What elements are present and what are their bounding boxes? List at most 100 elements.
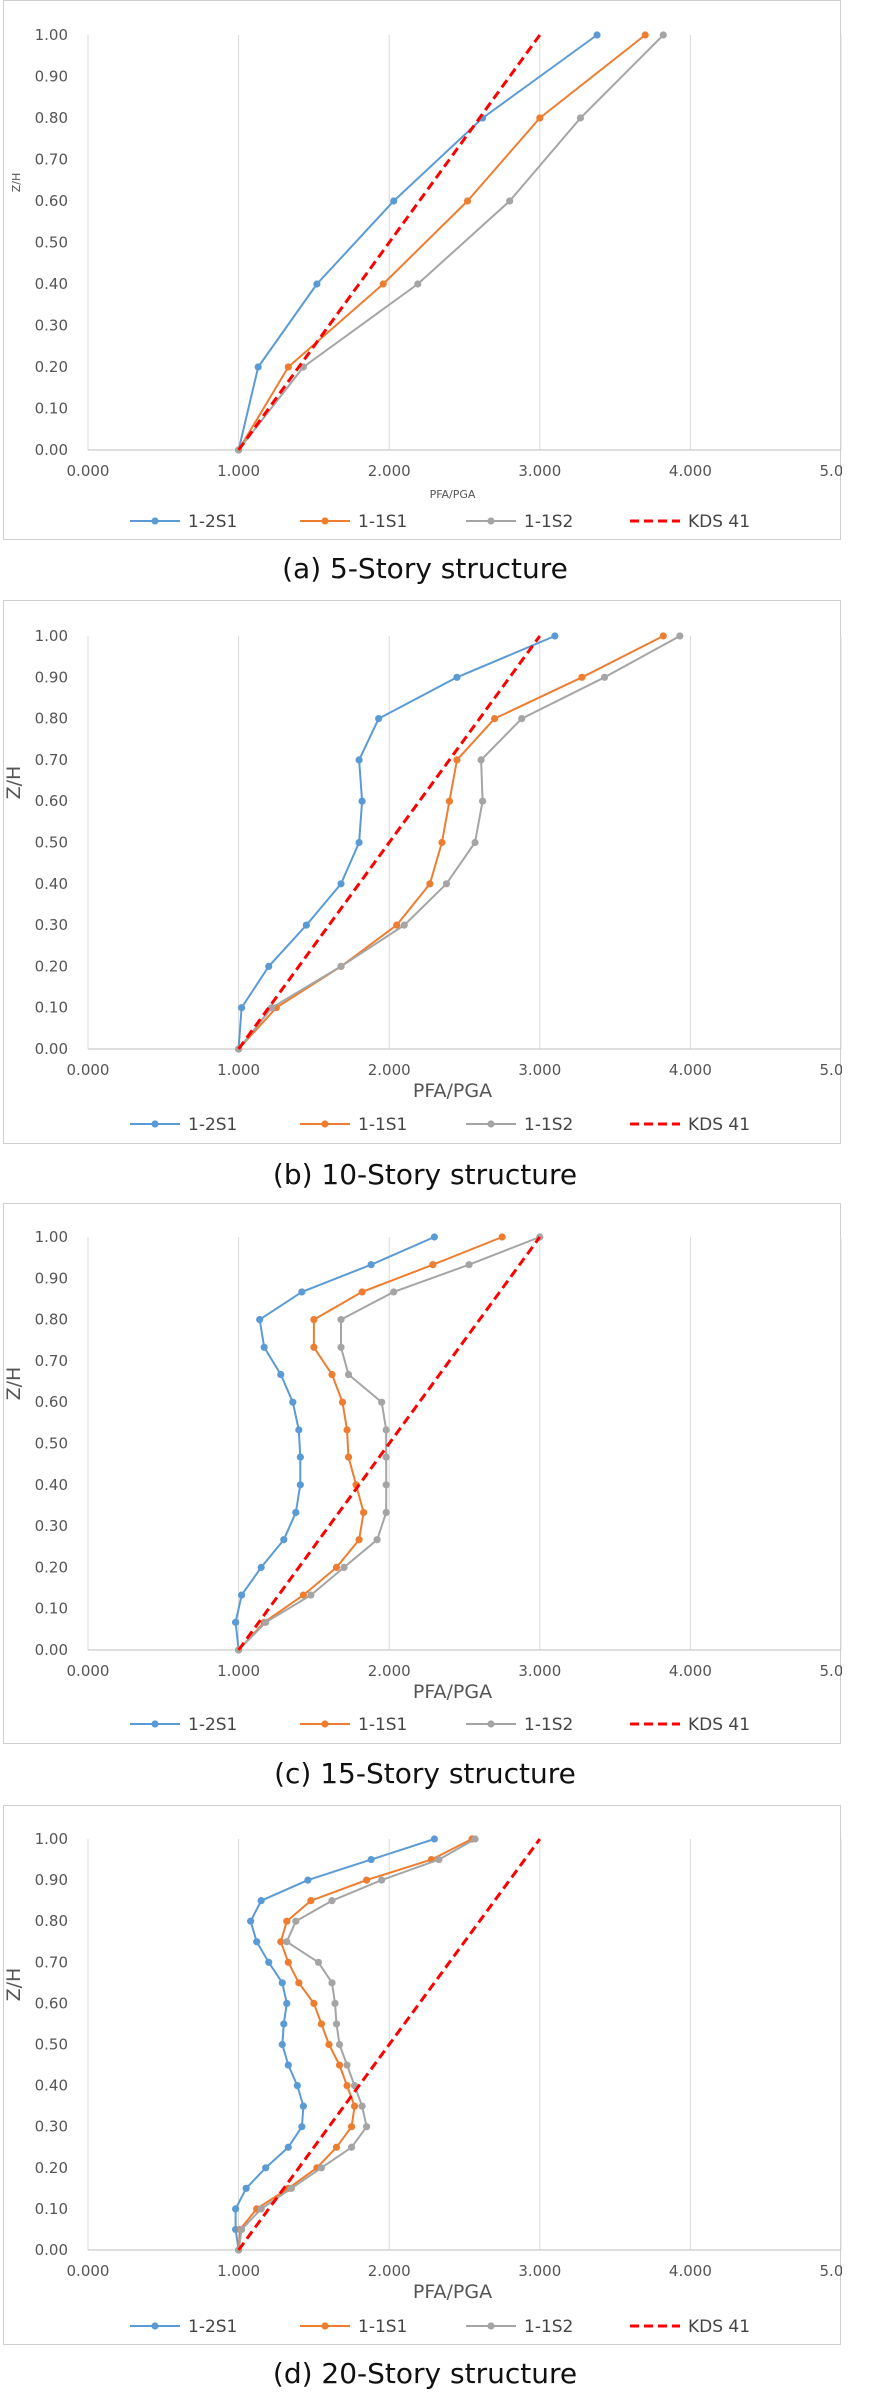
data-point-1-1s1 bbox=[310, 1999, 318, 2007]
y-tick-label: 0.50 bbox=[35, 1435, 68, 1453]
series-line-kds-41 bbox=[237, 635, 542, 1050]
legend-marker-1-2s1 bbox=[151, 1120, 159, 1128]
chart-caption-5-story: (a) 5-Story structure bbox=[282, 552, 568, 585]
data-point-1-2s1 bbox=[242, 2184, 250, 2192]
data-point-1-1s2 bbox=[400, 921, 408, 929]
y-tick-label: 0.60 bbox=[35, 192, 68, 210]
data-point-1-1s2 bbox=[328, 1979, 336, 1987]
data-point-1-2s1 bbox=[313, 280, 321, 288]
data-point-1-2s1 bbox=[298, 2123, 306, 2131]
data-point-1-1s1 bbox=[426, 880, 434, 888]
data-point-1-1s1 bbox=[536, 114, 544, 122]
legend-label-1-2s1: 1-2S1 bbox=[188, 1715, 237, 1735]
data-point-1-1s2 bbox=[344, 1370, 353, 1379]
y-tick-label: 0.20 bbox=[35, 358, 68, 376]
y-tick-label: 0.20 bbox=[35, 957, 68, 975]
y-tick-label: 0.80 bbox=[35, 109, 68, 127]
series-line-1-1s1 bbox=[237, 34, 646, 451]
y-tick-label: 0.60 bbox=[35, 1393, 68, 1411]
x-tick-label: 4.000 bbox=[669, 462, 712, 480]
y-tick-label: 0.30 bbox=[35, 317, 68, 335]
y-tick-label: 0.10 bbox=[35, 2200, 68, 2218]
data-point-1-2s1 bbox=[265, 962, 273, 970]
data-point-1-1s1 bbox=[284, 1958, 292, 1966]
data-point-1-1s1 bbox=[659, 632, 667, 640]
legend-label-1-2s1: 1-2S1 bbox=[188, 1115, 237, 1135]
data-point-1-2s1 bbox=[231, 2205, 240, 2213]
y-axis-label: Z/H bbox=[4, 1968, 25, 2002]
data-point-1-1s1 bbox=[491, 715, 499, 723]
legend-label-1-1s2: 1-1S2 bbox=[524, 1715, 573, 1735]
data-point-1-1s2 bbox=[292, 1917, 300, 1925]
data-point-1-1s2 bbox=[378, 1398, 386, 1406]
chart-frame-15-story: 0.000 1.000 2.000 3.000 4.000 5.000 0.00 0.10 0.… bbox=[3, 1203, 842, 1744]
x-tick-label: 4.000 bbox=[669, 1061, 712, 1079]
data-point-1-1s1 bbox=[344, 1453, 353, 1461]
x-tick-label: 5.000 bbox=[820, 462, 842, 480]
y-tick-label: 0.00 bbox=[35, 1641, 68, 1659]
data-point-1-1s2 bbox=[600, 673, 609, 681]
data-point-1-1s1 bbox=[325, 2040, 333, 2049]
data-point-1-1s2 bbox=[471, 1835, 479, 1843]
legend-label-1-1s2: 1-1S2 bbox=[524, 512, 573, 532]
data-point-1-1s1 bbox=[359, 1508, 368, 1517]
y-tick-label: 0.60 bbox=[35, 1994, 68, 2012]
y-tick-label: 0.60 bbox=[35, 792, 68, 810]
y-tick-label: 0.90 bbox=[35, 1269, 68, 1287]
data-point-1-1s2 bbox=[465, 1261, 473, 1269]
chart-15-story: 0.000 1.000 2.000 3.000 4.000 5.000 0.00 0.10 0.… bbox=[4, 1228, 842, 1735]
data-point-1-2s1 bbox=[355, 756, 363, 764]
legend-label-1-1s1: 1-1S1 bbox=[358, 1715, 407, 1735]
y-tick-label: 0.70 bbox=[35, 751, 68, 769]
x-axis-label: PFA/PGA bbox=[430, 488, 476, 501]
data-point-1-1s1 bbox=[463, 197, 472, 205]
data-point-1-1s1 bbox=[438, 838, 446, 847]
y-tick-label: 0.90 bbox=[35, 68, 68, 86]
y-tick-label: 0.00 bbox=[35, 2241, 68, 2259]
data-point-1-2s1 bbox=[292, 1508, 300, 1517]
data-point-1-2s1 bbox=[262, 2164, 270, 2172]
data-point-1-1s2 bbox=[442, 880, 451, 888]
legend-label-1-1s2: 1-1S2 bbox=[524, 2317, 573, 2337]
data-point-1-2s1 bbox=[430, 1835, 438, 1843]
y-tick-label: 0.30 bbox=[35, 2118, 68, 2136]
data-point-1-1s1 bbox=[317, 2020, 326, 2028]
y-tick-label: 0.40 bbox=[35, 275, 68, 293]
data-point-1-2s1 bbox=[367, 1855, 375, 1864]
data-point-1-1s2 bbox=[332, 2020, 341, 2028]
data-point-1-1s2 bbox=[478, 797, 487, 805]
data-point-1-1s2 bbox=[268, 1004, 276, 1012]
y-axis-label: Z/H bbox=[10, 173, 23, 193]
data-point-1-2s1 bbox=[296, 1481, 304, 1489]
data-point-1-1s1 bbox=[332, 2143, 341, 2151]
series-line-1-1s2 bbox=[237, 1838, 476, 2251]
data-point-1-2s1 bbox=[265, 1958, 273, 1966]
y-axis-label: Z/H bbox=[4, 1367, 25, 1401]
data-point-1-2s1 bbox=[299, 2102, 307, 2110]
data-point-1-1s2 bbox=[337, 962, 345, 970]
data-point-1-1s2 bbox=[328, 1897, 336, 1905]
data-point-1-1s1 bbox=[295, 1979, 303, 1987]
data-point-1-1s2 bbox=[390, 1288, 398, 1296]
x-tick-label: 2.000 bbox=[368, 1061, 411, 1079]
y-tick-label: 0.70 bbox=[35, 151, 68, 169]
y-tick-label: 0.80 bbox=[35, 710, 68, 728]
legend-marker-1-1s1 bbox=[321, 1120, 329, 1128]
data-point-1-1s2 bbox=[337, 1316, 345, 1324]
data-point-1-1s2 bbox=[676, 632, 684, 640]
data-point-1-1s2 bbox=[287, 2184, 295, 2192]
y-tick-label: 0.10 bbox=[35, 400, 68, 418]
data-point-1-1s2 bbox=[337, 1343, 345, 1351]
chart-caption-20-story: (d) 20-Story structure bbox=[272, 2357, 578, 2390]
series-line-kds-41 bbox=[237, 1236, 542, 1651]
data-point-1-2s1 bbox=[247, 1917, 255, 1925]
series-line-1-2s1 bbox=[237, 34, 598, 451]
data-point-1-1s1 bbox=[299, 1591, 307, 1599]
x-tick-label: 1.000 bbox=[217, 1662, 260, 1680]
y-tick-label: 0.20 bbox=[35, 1558, 68, 1576]
data-point-1-1s1 bbox=[453, 756, 461, 764]
data-point-1-1s2 bbox=[471, 838, 479, 847]
data-point-1-1s2 bbox=[335, 2040, 344, 2049]
chart-caption-10-story: (b) 10-Story structure bbox=[272, 1158, 578, 1191]
data-point-1-1s2 bbox=[414, 280, 422, 288]
